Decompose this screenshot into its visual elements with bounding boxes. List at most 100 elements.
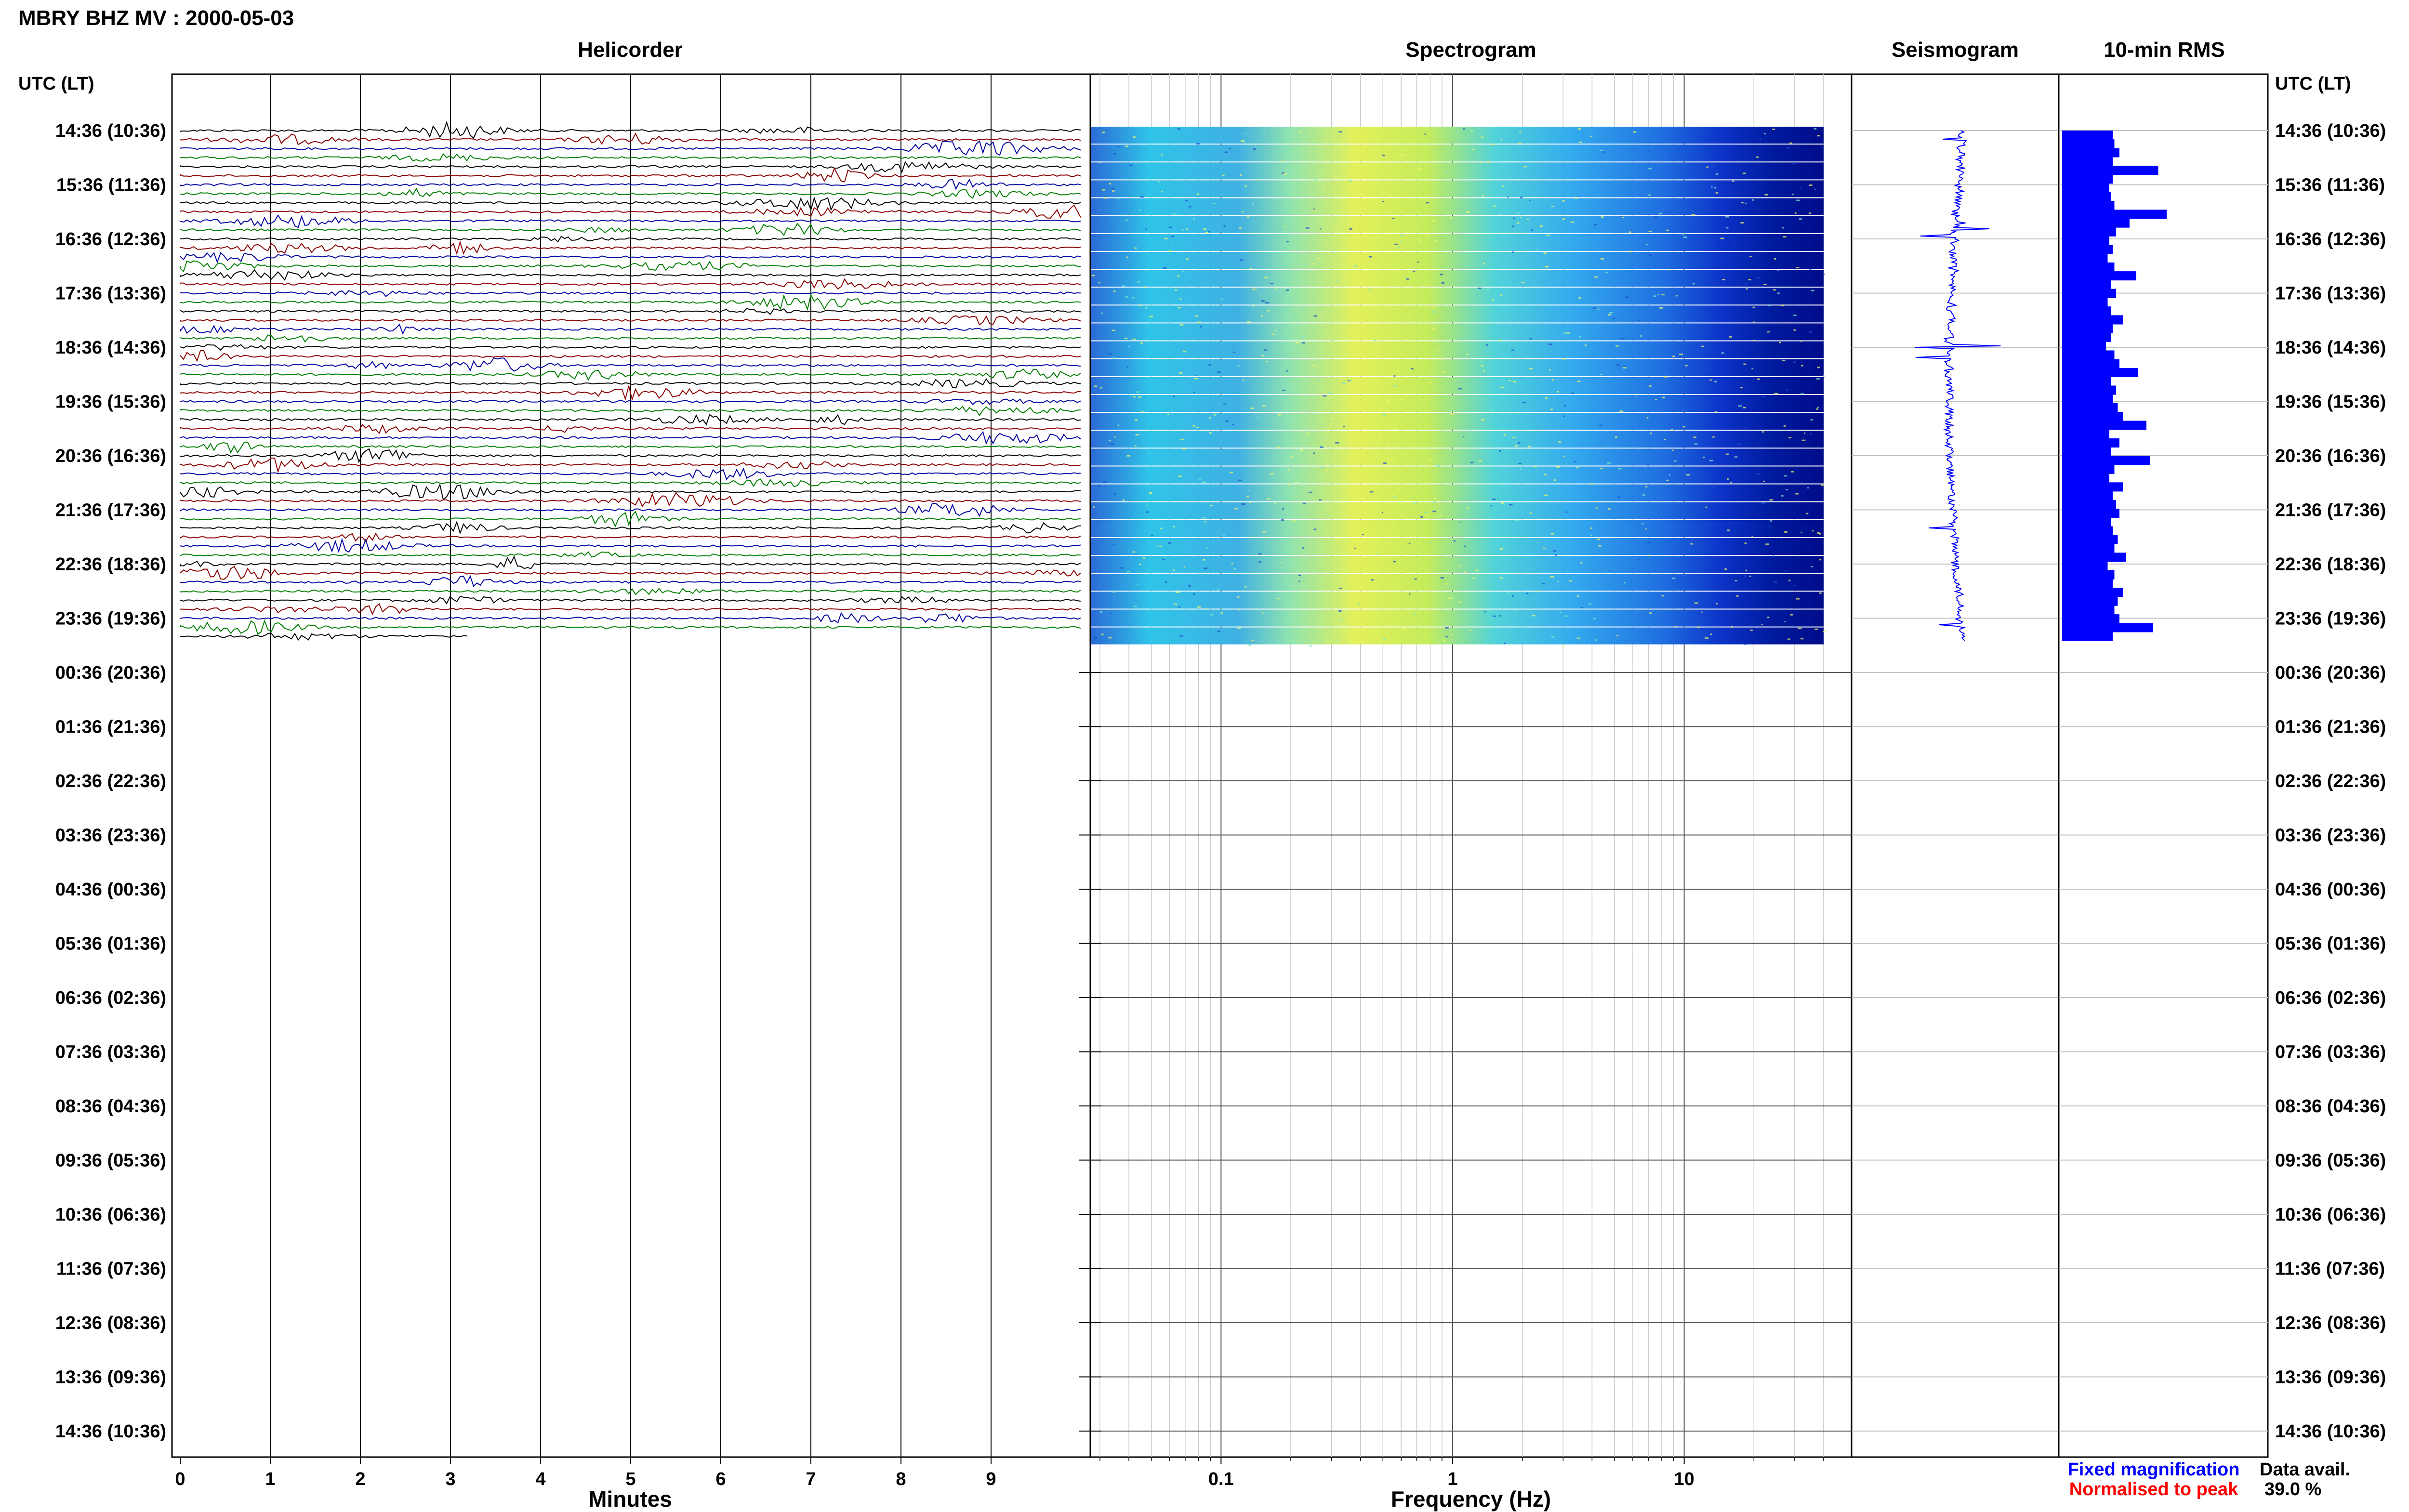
spectrogram-speckle (1426, 202, 1430, 204)
spectrogram-speckle (1482, 263, 1485, 264)
spectrogram-speckle (1393, 428, 1397, 430)
spectrogram-speckle (1480, 162, 1482, 164)
rms-bar (2062, 315, 2123, 325)
helicorder-trace-line (180, 483, 1081, 501)
spectrogram-speckle (1686, 474, 1690, 476)
spectrogram-speckle (1511, 349, 1514, 351)
rms-bar (2062, 131, 2113, 140)
spectrogram-speckle (1809, 212, 1811, 214)
spectrogram-speckle (1648, 150, 1651, 152)
time-label-right: 18:36 (14:36) (2275, 338, 2386, 358)
spectrogram-speckle (1709, 460, 1713, 461)
rms-bar (2062, 332, 2111, 342)
spectrogram-speckle (1393, 385, 1397, 387)
spectrogram-speckle (1705, 637, 1709, 639)
spectrogram-speckle (1565, 511, 1568, 513)
spectrogram-speckle (1440, 274, 1443, 276)
spectrogram-speckle (1390, 557, 1393, 559)
spectrogram-speckle (1520, 216, 1522, 218)
spectrogram-speckle (1369, 467, 1372, 469)
spectrogram-speckle (1140, 342, 1143, 344)
time-label-right: 00:36 (20:36) (2275, 663, 2386, 683)
spectrogram-frequency-grid (1099, 74, 1824, 1457)
spectrogram-speckle (1231, 563, 1233, 565)
spectrogram-speckle (1737, 443, 1741, 445)
spectrogram-speckle (1331, 418, 1335, 420)
left-time-axis: 14:36 (10:36) 15:36 (11:36) 16:36 (12:36) 1… (55, 121, 166, 1442)
time-label-right: 23:36 (19:36) (2275, 609, 2386, 629)
spectrogram-speckle (1529, 199, 1531, 201)
spectrogram-speckle (1772, 128, 1775, 130)
spectrogram-speckle (1182, 229, 1184, 231)
spectrogram-speckle (1697, 626, 1700, 628)
time-label-left: 13:36 (09:36) (55, 1367, 166, 1388)
spectrogram-speckle (1709, 379, 1712, 381)
spectrogram-speckle (1616, 364, 1620, 366)
spectrogram-speckle (1629, 231, 1632, 233)
helicorder-trace-line (180, 612, 1081, 624)
time-label-right: 03:36 (23:36) (2275, 826, 2386, 846)
spectrogram-speckle (1657, 293, 1659, 295)
spectrogram-speckle (1595, 507, 1598, 509)
rms-bar (2062, 148, 2119, 158)
spectrogram-speckle (1500, 139, 1503, 141)
rms-bar (2062, 342, 2106, 351)
spectrogram-speckle (1457, 602, 1461, 604)
helicorder-trace-line (180, 565, 1081, 580)
rms-bar (2062, 482, 2123, 492)
spectrogram-speckle (1692, 283, 1695, 285)
spectrogram-speckle (1341, 588, 1344, 590)
spectrogram-speckle (1382, 155, 1385, 157)
spectrogram-speckle (1509, 380, 1511, 381)
spectrogram-speckle (1393, 496, 1396, 498)
rms-bar (2062, 139, 2115, 149)
spectrogram-speckle (1435, 464, 1437, 466)
spectrogram-speckle (1459, 587, 1461, 589)
spectrogram-speckle (1112, 543, 1115, 545)
spectrogram-speckle (1276, 447, 1280, 448)
spectrogram-speckle (1655, 399, 1657, 401)
spectrogram-speckle (1595, 639, 1597, 641)
spectrogram-speckle (1114, 436, 1116, 438)
spectrogram-speckle (1151, 534, 1153, 536)
spectrogram-speckle (1165, 581, 1167, 583)
spectrogram-speckle (1117, 424, 1120, 426)
spectrogram-speckle (1108, 439, 1111, 441)
spectrogram-speckle (1560, 611, 1562, 613)
spectrogram-speckle (1714, 381, 1717, 382)
spectrogram-speckle (1437, 465, 1440, 467)
spectrogram-speckle (1526, 592, 1529, 594)
rms-bar (2062, 623, 2153, 632)
spectrogram-speckle (1819, 559, 1822, 561)
spectrogram-speckle (1407, 315, 1410, 316)
spectrogram-speckle (1556, 466, 1560, 468)
spectrogram-speckle (1242, 210, 1244, 212)
spectrogram-speckle (1724, 568, 1727, 570)
spectrogram-speckle (1541, 144, 1544, 146)
spectrogram-speckle (1781, 495, 1784, 497)
spectrogram-speckle (1371, 579, 1374, 581)
spectrogram-speckle (1744, 644, 1746, 645)
spectrogram-speckle (1299, 449, 1303, 451)
spectrogram-speckle (1787, 147, 1790, 149)
spectrogram-speckle (1519, 131, 1522, 133)
spectrogram-speckle (1490, 409, 1494, 411)
spectrogram-speckle (1281, 519, 1284, 521)
spectrogram-speckle (1694, 641, 1697, 643)
spectrogram-speckle (1223, 403, 1226, 405)
spectrogram-speckle (1146, 511, 1149, 513)
spectrogram-speckle (1792, 162, 1795, 164)
spectrogram-speckle (1225, 421, 1229, 422)
spectrogram-speckle (1793, 361, 1796, 363)
spectrogram-speckle (1312, 365, 1316, 367)
spectrogram-speckle (1408, 542, 1411, 544)
spectrogram-speckle (1576, 467, 1579, 469)
rms-bar (2062, 289, 2116, 298)
spectrogram-speckle (1139, 304, 1142, 306)
spectrogram-speckle (1209, 432, 1211, 434)
spectrogram-row (1091, 377, 1824, 394)
spectrogram-speckle (1811, 565, 1813, 567)
time-label-left: 10:36 (06:36) (55, 1205, 166, 1225)
spectrogram-speckle (1492, 499, 1496, 500)
spectrogram-speckle (1129, 164, 1133, 166)
